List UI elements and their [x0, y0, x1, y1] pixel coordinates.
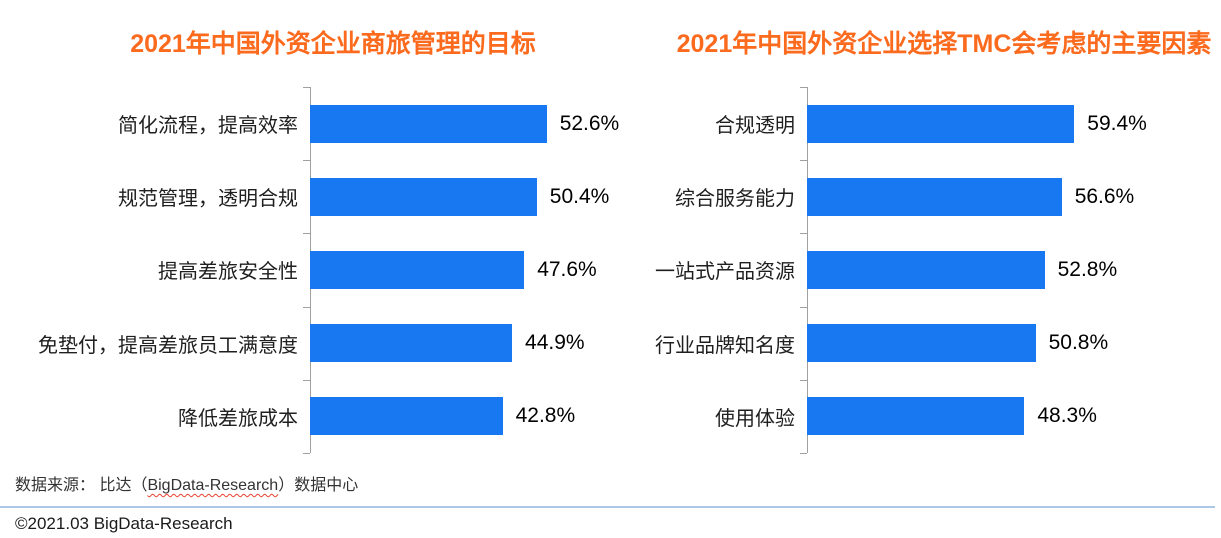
- category-label: 提高差旅安全性: [158, 261, 298, 284]
- bar: [310, 397, 503, 436]
- copyright-note: ©2021.03 BigData-Research: [15, 514, 233, 533]
- category-label: 一站式产品资源: [655, 261, 795, 284]
- category-label: 规范管理，透明合规: [118, 188, 298, 211]
- chart-row: 合规透明 59.4%: [611, 87, 1221, 160]
- chart-travel-management-goals: 2021年中国外资企业商旅管理的目标 简化流程，提高效率 52.6% 规范管理，透明…: [0, 0, 619, 460]
- bar-rows: 合规透明 59.4% 综合服务能力 56.6% 一站式产品资源 52.8% 行业品牌知名度 5…: [611, 87, 1221, 453]
- axis-tick: [800, 87, 807, 88]
- bar: [807, 104, 1075, 143]
- bar-rows: 简化流程，提高效率 52.6% 规范管理，透明合规 50.4% 提高差旅安全性 47.6%…: [0, 87, 619, 453]
- chart-row: 一站式产品资源 52.8%: [611, 233, 1221, 306]
- plot-area: 合规透明 59.4% 综合服务能力 56.6% 一站式产品资源 52.8% 行业品牌知名度 5…: [611, 87, 1221, 454]
- bar: [310, 250, 525, 289]
- category-label: 降低差旅成本: [178, 407, 298, 430]
- axis-tick: [800, 453, 807, 454]
- category-label: 免垫付，提高差旅员工满意度: [38, 334, 298, 357]
- chart-title: 2021年中国外资企业商旅管理的目标: [130, 30, 536, 58]
- axis-tick: [800, 380, 807, 381]
- value-label: 44.9%: [525, 331, 585, 355]
- data-source-note: 数据来源： 比达（BigData-Research）数据中心: [15, 471, 358, 495]
- chart-row: 综合服务能力 56.6%: [611, 160, 1221, 233]
- plot-area: 简化流程，提高效率 52.6% 规范管理，透明合规 50.4% 提高差旅安全性 47.6%…: [0, 87, 619, 454]
- bar: [807, 324, 1036, 363]
- value-label: 42.8%: [515, 404, 576, 428]
- axis-tick: [303, 307, 310, 308]
- value-label: 52.8%: [1057, 257, 1118, 281]
- category-label: 综合服务能力: [675, 188, 795, 211]
- category-label: 简化流程，提高效率: [118, 115, 298, 138]
- chart-row: 使用体验 48.3%: [611, 380, 1221, 453]
- category-label: 合规透明: [715, 115, 795, 138]
- value-label: 48.3%: [1037, 404, 1097, 428]
- chart-row: 简化流程，提高效率 52.6%: [0, 87, 619, 160]
- value-label: 52.6%: [559, 111, 620, 135]
- category-label: 行业品牌知名度: [655, 334, 795, 357]
- source-suffix: ）数据中心: [278, 477, 359, 494]
- bar: [807, 250, 1045, 289]
- bar: [807, 177, 1062, 216]
- chart-title: 2021年中国外资企业选择TMC会考虑的主要因素: [676, 30, 1212, 58]
- axis-tick: [303, 233, 310, 234]
- axis-tick: [800, 307, 807, 308]
- axis-tick: [800, 160, 807, 161]
- axis-tick: [303, 380, 310, 381]
- axis-tick: [303, 160, 310, 161]
- bar: [310, 177, 537, 216]
- bar: [807, 397, 1025, 436]
- chart-tmc-selection-factors: 2021年中国外资企业选择TMC会考虑的主要因素 合规透明 59.4% 综合服务能力…: [611, 0, 1221, 460]
- chart-row: 免垫付，提高差旅员工满意度 44.9%: [0, 307, 610, 380]
- source-brand-misspelled: BigData-Research: [147, 477, 279, 494]
- chart-row: 降低差旅成本 42.8%: [0, 380, 610, 453]
- axis-tick: [800, 233, 807, 234]
- chart-row: 规范管理，透明合规 50.4%: [0, 160, 610, 233]
- value-label: 47.6%: [537, 257, 597, 281]
- bar: [310, 104, 547, 143]
- value-label: 56.6%: [1074, 184, 1135, 208]
- axis-tick: [303, 453, 310, 454]
- value-label: 59.4%: [1087, 111, 1147, 135]
- chart-row: 提高差旅安全性 47.6%: [0, 233, 610, 306]
- value-label: 50.4%: [549, 184, 610, 208]
- footer-divider: [0, 506, 1215, 508]
- category-label: 使用体验: [715, 407, 795, 430]
- bar: [310, 324, 513, 363]
- chart-row: 行业品牌知名度 50.8%: [611, 307, 1221, 380]
- source-prefix: 数据来源： 比达（: [15, 477, 148, 494]
- axis-tick: [303, 87, 310, 88]
- value-label: 50.8%: [1048, 331, 1109, 355]
